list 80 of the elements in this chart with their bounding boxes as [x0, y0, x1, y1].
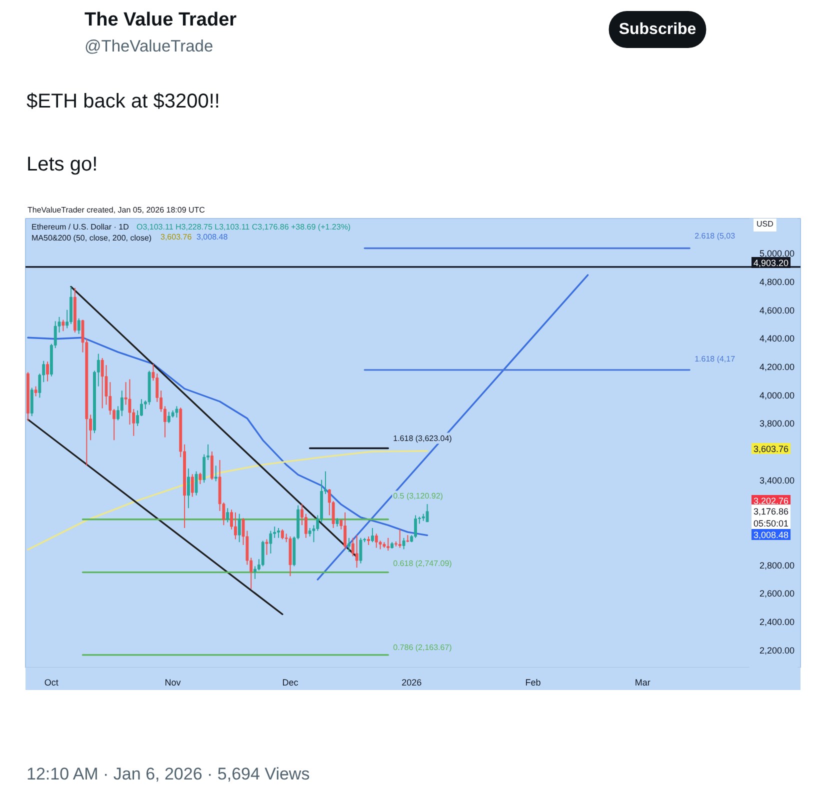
- candlestick: [198, 472, 202, 485]
- candlestick: [304, 513, 308, 538]
- annotation: 3,008.48: [196, 232, 228, 242]
- series-label: 2.618 (5,03: [694, 232, 736, 241]
- annotation: 3,202.76: [754, 496, 789, 506]
- candlestick: [238, 513, 241, 543]
- candlestick: [414, 514, 417, 538]
- annotation: MA50&200 (50, close, 200, close): [32, 234, 152, 242]
- candlestick: [214, 465, 218, 482]
- chart-subtitle: Lets go!: [26, 154, 98, 176]
- candlestick: [426, 504, 429, 522]
- candlestick: [175, 406, 178, 418]
- x-tick-label: 2026: [402, 678, 422, 688]
- text: TheValueTrader created, Jan 05, 2026 18:09 UTC: [28, 206, 206, 214]
- candlestick: [398, 528, 402, 548]
- candlestick: [371, 527, 374, 543]
- x-tick-label: Mar: [634, 678, 650, 688]
- candlestick: [344, 512, 347, 550]
- text: The Value Trader: [84, 10, 238, 30]
- candlestick: [194, 470, 198, 496]
- y-tick-label: 4,200.00: [760, 362, 795, 372]
- candlestick: [100, 358, 104, 409]
- y-tick-label: 3,400.00: [760, 475, 795, 486]
- candlestick: [280, 528, 284, 540]
- candlestick: [277, 527, 280, 538]
- annotation: 3,603.76: [754, 444, 789, 454]
- candlestick: [386, 537, 390, 552]
- text: 12:10 AM · Jan 6, 2026 · 5,694 Views: [26, 764, 310, 784]
- y-tick-label: 2,600.00: [760, 588, 795, 599]
- candlestick: [374, 533, 378, 548]
- y-tick-label: 2,200.00: [760, 645, 795, 656]
- x-tick-label: Feb: [525, 678, 541, 688]
- y-axis-title: USD: [756, 220, 774, 228]
- candlestick: [355, 534, 358, 568]
- candlestick: [226, 508, 230, 523]
- candlestick: [234, 512, 237, 540]
- candlestick: [254, 566, 256, 580]
- candlestick: [120, 390, 124, 417]
- y-tick-label: 4,400.00: [760, 334, 795, 344]
- candlestick: [77, 318, 80, 334]
- annotation: O3,103.11 H3,228.75 L3,103.11 C3,176.86 +38.69 (+1.23%): [136, 222, 351, 232]
- annotation: Ethereum / U.S. Dollar · 1D: [32, 222, 130, 232]
- text: 0.5 (3,120.92): [393, 492, 444, 501]
- candlestick: [46, 361, 49, 382]
- x-tick-label: Oct: [44, 678, 59, 688]
- candlestick: [167, 411, 170, 424]
- series-label: 0.786 (2,163.67): [393, 642, 452, 652]
- y-tick-label: 2,800.00: [760, 560, 795, 570]
- annotation: 3,008.48: [754, 530, 789, 540]
- series-label: 0.618 (2,747.09): [393, 559, 452, 568]
- candlestick: [351, 537, 354, 557]
- candlestick: [269, 530, 272, 554]
- candlestick: [62, 319, 65, 332]
- text: @TheValueTrade: [84, 38, 214, 56]
- candlestick: [30, 387, 34, 417]
- ref-line-label: 4,903.20: [754, 258, 789, 268]
- x-tick-label: Nov: [164, 678, 182, 688]
- series-label: 1.618 (3,623.04): [393, 434, 452, 443]
- y-tick-label: 5,000.00: [760, 248, 795, 259]
- series-label: 1.618 (4,17: [694, 354, 736, 364]
- x-tick-label: Dec: [282, 678, 299, 688]
- candlestick: [202, 454, 206, 484]
- candlestick: [186, 468, 190, 509]
- candlestick: [359, 537, 362, 564]
- candlestick: [190, 474, 194, 498]
- y-tick-label: 4,600.00: [760, 305, 795, 316]
- y-tick-label: 4,800.00: [760, 277, 795, 288]
- chart-title: $ETH back at $3200!!: [26, 90, 220, 112]
- text: Subscribe: [618, 21, 696, 38]
- y-tick-label: 4,000.00: [760, 390, 795, 400]
- candlestick: [348, 537, 350, 553]
- candlestick: [34, 386, 38, 397]
- candlestick: [402, 537, 406, 550]
- y-tick-label: 3,800.00: [760, 418, 795, 429]
- candlestick: [210, 451, 214, 480]
- candlestick: [265, 538, 268, 556]
- annotation: 3,603.76: [160, 232, 192, 242]
- y-tick-label: 2,400.00: [760, 616, 795, 627]
- candlestick: [261, 540, 264, 567]
- annotation: 3,176.86 05:50:01: [754, 506, 789, 528]
